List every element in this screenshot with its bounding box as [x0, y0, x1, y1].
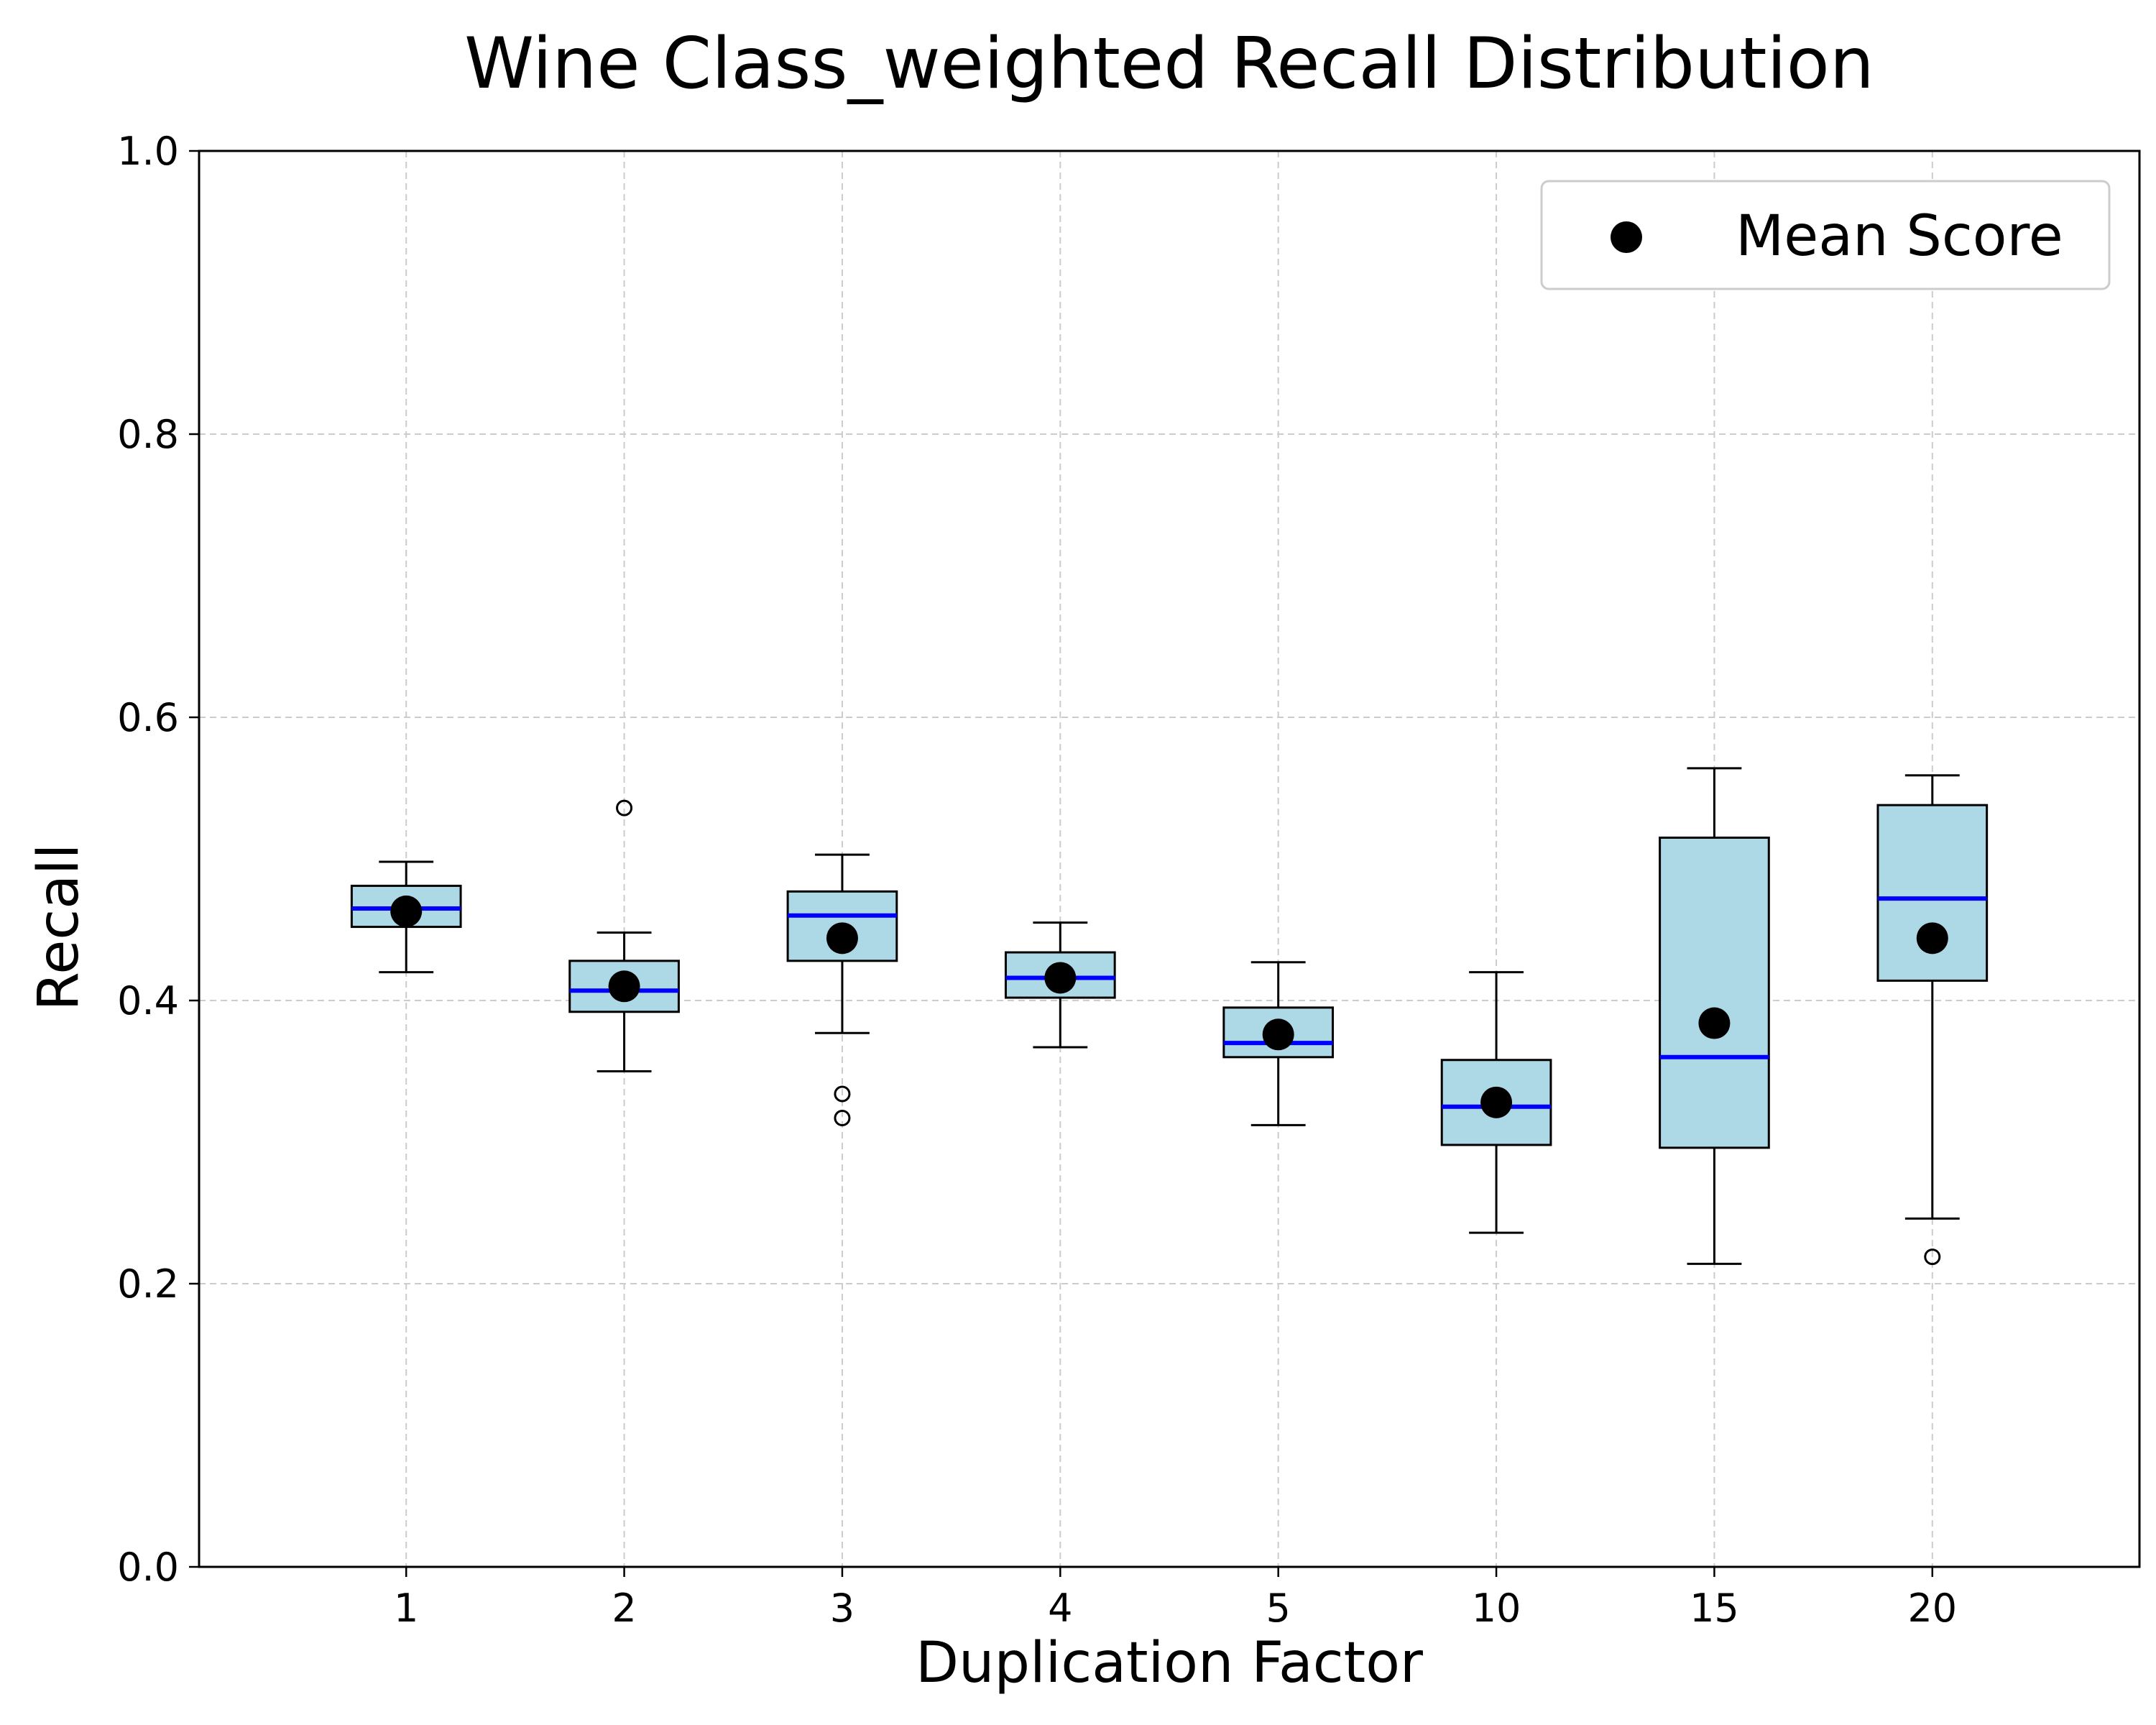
box-group: [1876, 774, 1989, 1266]
outlier-point: [1924, 1248, 1941, 1266]
x-tick-label: 1: [394, 1586, 418, 1631]
x-tick-label: 20: [1907, 1586, 1957, 1631]
y-tick-label: 0.6: [117, 695, 179, 740]
mean-point: [390, 895, 423, 927]
mean-point: [1044, 962, 1077, 994]
mean-point: [608, 970, 640, 1003]
mean-point: [826, 922, 858, 954]
box-group: [786, 853, 898, 1127]
box-group: [1440, 971, 1552, 1234]
box-group: [1659, 767, 1770, 1265]
mean-point: [1480, 1086, 1513, 1118]
outlier-point: [834, 1085, 851, 1103]
iqr-box: [1876, 804, 1989, 982]
mean-point: [1262, 1018, 1294, 1051]
mean-point: [1916, 922, 1948, 954]
y-axis-label: Recall: [27, 844, 91, 1011]
y-tick-label: 1.0: [117, 129, 179, 174]
outlier-point: [834, 1110, 851, 1127]
x-tick-label: 2: [612, 1586, 636, 1631]
legend-box: [1540, 180, 2111, 290]
outlier-point: [616, 799, 633, 816]
legend: Mean Score: [1540, 180, 2111, 290]
mean-point: [1698, 1007, 1731, 1039]
legend-mean-marker: [1611, 221, 1642, 253]
box-group: [1222, 961, 1335, 1126]
x-tick-label: 15: [1690, 1586, 1739, 1631]
x-tick-label: 10: [1472, 1586, 1521, 1631]
iqr-box: [1659, 836, 1770, 1149]
axes-layer: 0.0 0.2 0.4 0.6 0.8 1.0 1 2 3 4 5 10 15 20: [117, 129, 2141, 1631]
y-tick-label: 0.8: [117, 412, 179, 457]
x-tick-label: 3: [830, 1586, 854, 1631]
y-tick-label: 0.0: [117, 1545, 179, 1590]
x-axis-label: Duplication Factor: [916, 1631, 1424, 1696]
box-group: [350, 860, 462, 974]
y-tick-label: 0.4: [117, 978, 179, 1024]
x-tick-label: 5: [1266, 1586, 1291, 1631]
plot-frame: [198, 150, 2141, 1568]
chart-title: Wine Class_weighted Recall Distribution: [464, 23, 1874, 105]
x-tick-label: 4: [1048, 1586, 1072, 1631]
box-layer: [350, 767, 1989, 1266]
legend-label: Mean Score: [1736, 204, 2063, 269]
box-group: [568, 799, 680, 1072]
y-tick-label: 0.2: [117, 1261, 179, 1307]
box-group: [1004, 921, 1116, 1049]
